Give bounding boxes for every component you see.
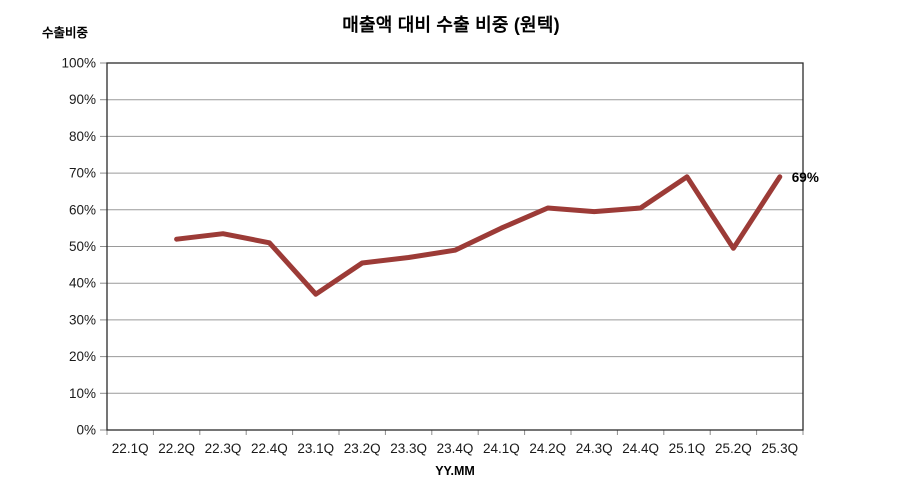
- y-tick-label: 100%: [61, 56, 96, 71]
- x-tick-label: 23.3Q: [390, 441, 427, 456]
- y-tick-label: 50%: [69, 239, 96, 254]
- y-tick-label: 10%: [69, 386, 96, 401]
- x-tick-label: 23.4Q: [437, 441, 474, 456]
- x-tick-label: 23.1Q: [297, 441, 334, 456]
- x-tick-label: 25.2Q: [715, 441, 752, 456]
- x-tick-label: 25.3Q: [761, 441, 798, 456]
- x-tick-label: 24.3Q: [576, 441, 613, 456]
- x-tick-label: 24.1Q: [483, 441, 520, 456]
- y-axis-title: 수출비중: [42, 26, 89, 40]
- plot-border: [106, 62, 804, 431]
- y-tick-label: 80%: [69, 129, 96, 144]
- chart-title: 매출액 대비 수출 비중 (원텍): [342, 15, 560, 35]
- x-tick-label: 23.2Q: [344, 441, 381, 456]
- x-tick-label: 22.2Q: [158, 441, 195, 456]
- data-label-last-point: 69%: [792, 170, 819, 185]
- x-tick-label: 22.3Q: [205, 441, 242, 456]
- y-tick-label: 40%: [69, 276, 96, 291]
- y-tick-label: 90%: [69, 92, 96, 107]
- x-tick-label: 22.1Q: [112, 441, 149, 456]
- x-tick-label: 22.4Q: [251, 441, 288, 456]
- y-tick-label: 30%: [69, 312, 96, 327]
- x-tick-label: 25.1Q: [669, 441, 706, 456]
- series-line: [174, 174, 783, 297]
- y-tick-label: 60%: [69, 202, 96, 217]
- y-tick-label: 0%: [76, 423, 96, 438]
- x-tick-label: 24.2Q: [529, 441, 566, 456]
- x-axis-title: YY.MM: [435, 464, 475, 478]
- x-tick-label: 24.4Q: [622, 441, 659, 456]
- y-tick-label: 70%: [69, 166, 96, 181]
- y-tick-label: 20%: [69, 349, 96, 364]
